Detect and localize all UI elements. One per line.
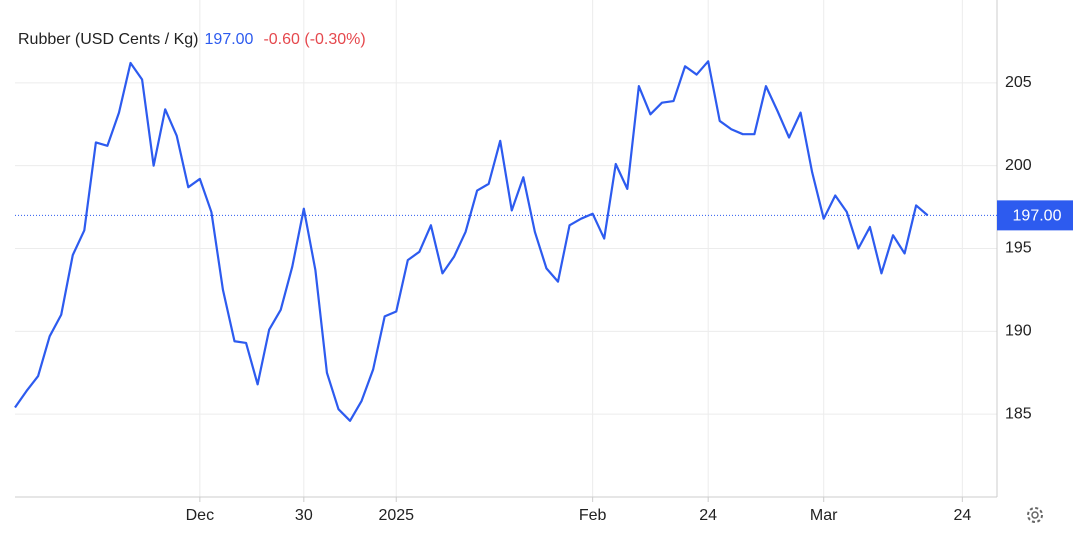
last-price-badge [997, 200, 1073, 231]
x-tick-label: 24 [953, 507, 971, 524]
x-tick-label: Feb [579, 507, 607, 524]
y-tick-label: 190 [1005, 323, 1032, 340]
chart-title: Rubber (USD Cents / Kg) [18, 31, 199, 48]
grid [15, 0, 997, 497]
x-tick-label: 24 [699, 507, 717, 524]
price-line [14, 60, 929, 422]
x-tick-label: 30 [295, 507, 313, 524]
y-tick-label: 185 [1005, 405, 1032, 422]
x-tick-label: Dec [186, 507, 214, 524]
x-tick-label: 2025 [378, 507, 414, 524]
change: -0.60 (-0.30%) [263, 31, 365, 48]
last-price-label: 197.00 [1013, 208, 1062, 225]
chart-header: Rubber (USD Cents / Kg) 197.00 -0.60 (-0.3… [18, 31, 366, 48]
y-tick-label: 205 [1005, 74, 1032, 91]
gear-inner [1031, 511, 1039, 519]
gear-outer [1027, 507, 1043, 523]
price: 197.00 [205, 31, 254, 48]
y-tick-label: 195 [1005, 240, 1032, 257]
settings-icon[interactable] [1027, 507, 1043, 523]
x-tick-label: Mar [810, 507, 838, 524]
y-tick-label: 200 [1005, 157, 1032, 174]
